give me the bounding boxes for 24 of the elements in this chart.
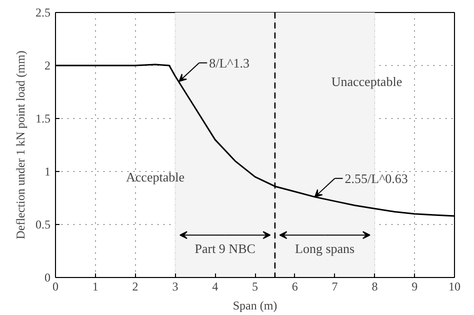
x-tick-label: 2 [132,280,138,294]
x-axis-title: Span (m) [232,298,278,312]
y-tick-label: 1 [44,164,50,178]
y-axis-title: Deflection under 1 kN point load (mm) [14,50,28,240]
x-tick-label: 1 [92,280,98,294]
x-tick-label: 5 [252,280,258,294]
annotation: 2.55/L^0.63 [344,170,408,186]
y-tick-label: 1.5 [36,112,50,126]
x-tick-label: 7 [332,280,338,294]
y-tick-label: 0 [44,270,50,284]
x-tick-label: 8 [372,280,378,294]
band-label: Long spans [295,241,355,256]
x-tick-label: 4 [212,280,218,294]
annotation: Acceptable [126,169,185,184]
y-tick-label: 2.5 [36,6,50,20]
annotation: 8/L^1.3 [209,55,250,70]
y-tick-label: 2 [44,58,50,72]
annotation: Unacceptable [331,74,402,89]
x-tick-label: 9 [412,280,418,294]
x-tick-label: 3 [172,280,178,294]
x-tick-label: 10 [448,280,460,294]
band-label: Part 9 NBC [194,241,256,256]
y-tick-label: 0.5 [36,218,50,232]
x-tick-label: 6 [292,280,298,294]
